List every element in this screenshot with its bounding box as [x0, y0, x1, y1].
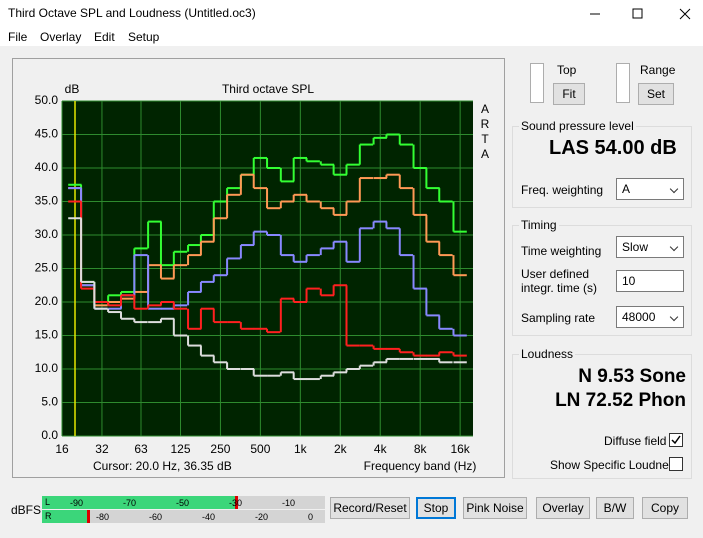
y-tick-label: 20.0: [35, 294, 59, 308]
title-bar: [0, 0, 703, 28]
diffuse-checkbox[interactable]: [669, 433, 683, 447]
record-button[interactable]: Record/Reset: [330, 497, 410, 519]
y-tick-label: 35.0: [35, 194, 59, 208]
meter-scale-label: -40: [202, 512, 216, 522]
window-buttons[interactable]: [580, 0, 703, 28]
range-spinner[interactable]: [616, 63, 630, 103]
series: [68, 217, 467, 381]
cursor-readout: Cursor: 20.0 Hz, 36.35 dB: [93, 459, 232, 473]
range-label: Range: [640, 63, 676, 77]
meter-l-level: [42, 496, 235, 509]
copy-button[interactable]: Copy: [642, 497, 688, 519]
spl-reading: LAS 54.00 dB: [549, 137, 677, 159]
chart-title: Third octave SPL: [222, 82, 314, 96]
y-tick-label: 40.0: [35, 160, 59, 174]
meter-r-name: R: [45, 511, 52, 521]
pink-noise-button[interactable]: Pink Noise: [463, 497, 527, 519]
window-title: Third Octave SPL and Loudness (Untitled.…: [8, 6, 256, 20]
fit-button[interactable]: Fit: [553, 83, 585, 105]
menu-bar: [0, 28, 703, 46]
y-tick-label: 25.0: [35, 261, 59, 275]
y-axis-label: dB: [65, 82, 80, 96]
meter-scale-label: -20: [255, 512, 269, 522]
maximize[interactable]: [632, 8, 643, 19]
x-tick-label: 16: [55, 442, 69, 456]
x-tick-label: 125: [170, 442, 190, 456]
checkbox-box: [669, 457, 683, 471]
meter-scale-label: -10: [282, 498, 296, 508]
loudness-ln: LN 72.52 Phon: [555, 390, 686, 411]
menu-overlay[interactable]: Overlay: [40, 30, 82, 44]
x-tick-label: 2k: [334, 442, 348, 456]
meter-r-peak: [87, 510, 90, 523]
diffuse-label: Diffuse field: [604, 434, 667, 448]
y-tick-label: 30.0: [35, 227, 59, 241]
y-tick-label: 15.0: [35, 328, 59, 342]
top-label: Top: [557, 63, 577, 77]
menu-file[interactable]: File: [8, 30, 28, 44]
x-tick-label: 250: [210, 442, 230, 456]
checkbox-box: [669, 433, 683, 447]
weighting-select[interactable]: A: [616, 178, 684, 200]
meter-scale-label: 0: [308, 512, 314, 522]
specific-label: Show Specific Loudness: [550, 458, 681, 472]
brand: ARTA: [478, 102, 492, 162]
overlay-button[interactable]: Overlay: [536, 497, 590, 519]
menu-edit[interactable]: Edit: [94, 30, 115, 44]
x-tick-label: 32: [95, 442, 109, 456]
time-weighting-label: Time weighting: [521, 244, 602, 258]
x-tick-label: 4k: [374, 442, 388, 456]
timing-group: Timing: [512, 218, 692, 336]
top-spinner[interactable]: [530, 63, 544, 103]
spl-title: Sound pressure level: [519, 119, 636, 133]
x-axis-label: Frequency band (Hz): [364, 459, 477, 473]
y-tick-label: 5.0: [41, 395, 58, 409]
meter-scale-label: -70: [123, 498, 137, 508]
meter-scale-label: -90: [70, 498, 84, 508]
meter-scale-label: -60: [149, 512, 163, 522]
x-tick-label: 16k: [450, 442, 470, 456]
check-mark: [671, 435, 681, 445]
meter-scale-label: -30: [229, 498, 243, 508]
timing-title: Timing: [519, 218, 559, 232]
meter-r-level: [42, 510, 87, 523]
integr-input[interactable]: 10: [616, 270, 684, 292]
bw-button[interactable]: B/W: [596, 497, 634, 519]
y-tick-label: 45.0: [35, 127, 59, 141]
close[interactable]: [679, 8, 691, 20]
meter-scale-label: -50: [176, 498, 190, 508]
weighting-label: Freq. weighting: [521, 183, 604, 197]
specific-checkbox[interactable]: [669, 457, 683, 471]
x-tick-label: 500: [250, 442, 270, 456]
time-weighting-select[interactable]: Slow: [616, 236, 684, 258]
loudness-title: Loudness: [519, 347, 576, 361]
meter-label: dBFS: [11, 503, 42, 517]
meter-scale-label: -80: [96, 512, 110, 522]
y-tick-label: 10.0: [35, 361, 59, 375]
chart: dB Third octave SPL Cursor: 20.0 Hz, 36.…: [35, 82, 477, 473]
meter-r: [42, 510, 325, 523]
sampling-label: Sampling rate: [521, 311, 596, 325]
stop-button[interactable]: Stop: [416, 497, 456, 519]
x-tick-label: 1k: [294, 442, 308, 456]
x-tick-label: 63: [134, 442, 148, 456]
y-tick-label: 50.0: [35, 93, 59, 107]
meter-l-peak: [235, 496, 238, 509]
menu-setup[interactable]: Setup: [128, 30, 160, 44]
integr-label: User defined integr. time (s): [521, 267, 598, 295]
spl-group: Sound pressure level: [512, 119, 692, 208]
x-tick-label: 8k: [414, 442, 428, 456]
y-tick-label: 0.0: [41, 428, 58, 442]
sampling-select[interactable]: 48000: [616, 306, 684, 328]
set-button[interactable]: Set: [638, 83, 674, 105]
loudness-n: N 9.53 Sone: [578, 366, 686, 387]
loudness-group: Loudness: [512, 347, 692, 479]
meter-l-name: L: [45, 497, 51, 507]
